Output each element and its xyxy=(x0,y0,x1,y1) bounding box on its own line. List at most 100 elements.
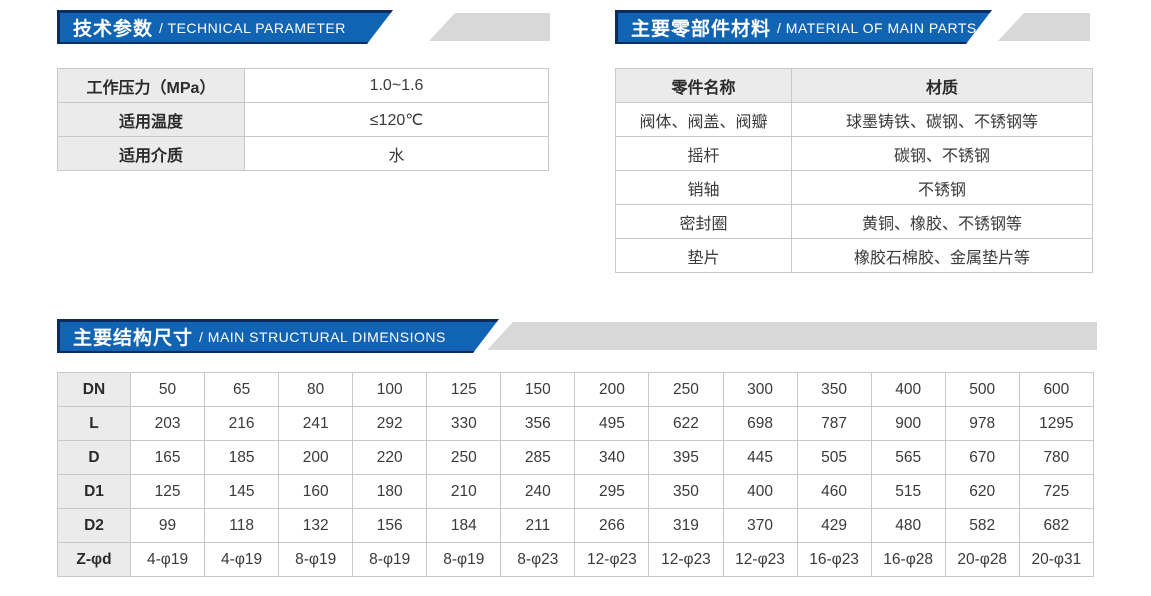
main-parts-material-banner: 主要零部件材料 / MATERIAL OF MAIN PARTS xyxy=(615,10,1090,44)
dimension-value-cell: 330 xyxy=(426,406,502,441)
dimension-row-label: D1 xyxy=(57,474,131,509)
dimension-value-cell: 241 xyxy=(278,406,354,441)
technical-table-body: 工作压力（MPa） 1.0~1.6 适用温度 ≤120℃ 适用介质水 xyxy=(57,68,549,171)
parameter-value: 水 xyxy=(244,136,549,171)
table-row: 销轴 不锈钢 xyxy=(615,170,1093,205)
material-cell: 碳钢、不锈钢 xyxy=(791,136,1093,171)
dimension-value-cell: 250 xyxy=(648,372,724,407)
dimension-value-cell: 600 xyxy=(1018,372,1095,407)
dimension-value-cell: 356 xyxy=(500,406,576,441)
dimension-row-label: DN xyxy=(57,372,131,407)
dimension-value-cell: 20-φ28 xyxy=(944,542,1020,577)
parameter-label: 适用介质 xyxy=(57,136,245,171)
dimension-row-label: D xyxy=(57,440,131,475)
dimension-value-cell: 480 xyxy=(870,508,946,543)
column-header-part-name: 零件名称 xyxy=(615,68,792,103)
dimension-value-cell: 300 xyxy=(722,372,798,407)
dimension-value-cell: 350 xyxy=(648,474,724,509)
technical-parameter-table: 工作压力（MPa） 1.0~1.6 适用温度 ≤120℃ 适用介质水 xyxy=(57,68,549,171)
table-header-row: 零件名称 材质 xyxy=(615,68,1093,103)
dimension-row-label: D2 xyxy=(57,508,131,543)
table-row: D1 125 145 160 180 210 240 295 350 400 460 515 620 72… xyxy=(57,474,1095,509)
dimension-value-cell: 400 xyxy=(722,474,798,509)
dimension-value-cell: 682 xyxy=(1018,508,1095,543)
part-name-cell: 密封圈 xyxy=(615,204,792,239)
dimension-value-cell: 220 xyxy=(352,440,428,475)
dimension-value-cell: 250 xyxy=(426,440,502,475)
dimension-value-cell: 210 xyxy=(426,474,502,509)
banner-gray-stripe xyxy=(998,13,1090,41)
parameter-value: 1.0~1.6 xyxy=(244,68,549,103)
dimension-value-cell: 8-φ19 xyxy=(278,542,354,577)
dimension-value-cell: 622 xyxy=(648,406,724,441)
dimension-value-cell: 16-φ23 xyxy=(796,542,872,577)
banner-title-en: / MAIN STRUCTURAL DIMENSIONS xyxy=(199,328,446,345)
dimension-value-cell: 216 xyxy=(204,406,280,441)
dimension-value-cell: 145 xyxy=(204,474,280,509)
dimension-value-cell: 900 xyxy=(870,406,946,441)
dimension-value-cell: 200 xyxy=(278,440,354,475)
dimension-value-cell: 340 xyxy=(574,440,650,475)
dimension-value-cell: 125 xyxy=(129,474,206,509)
dimension-value-cell: 787 xyxy=(796,406,872,441)
dimension-value-cell: 670 xyxy=(944,440,1020,475)
banner-blue-ribbon: 主要结构尺寸 / MAIN STRUCTURAL DIMENSIONS xyxy=(57,319,499,353)
part-name-cell: 摇杆 xyxy=(615,136,792,171)
dimension-value-cell: 395 xyxy=(648,440,724,475)
dimension-value-cell: 20-φ31 xyxy=(1018,542,1095,577)
table-row: 摇杆 碳钢、不锈钢 xyxy=(615,136,1093,171)
banner-title-en: / MATERIAL OF MAIN PARTS xyxy=(777,19,977,36)
dimension-value-cell: 295 xyxy=(574,474,650,509)
table-row: L 203 216 241 292 330 356 495 622 698 787 900 978 129… xyxy=(57,406,1095,441)
dimension-value-cell: 100 xyxy=(352,372,428,407)
banner-title-zh: 主要零部件材料 xyxy=(631,19,772,40)
dimension-value-cell: 185 xyxy=(204,440,280,475)
banner-blue-ribbon: 技术参数 / TECHNICAL PARAMETER xyxy=(57,10,393,44)
dimension-value-cell: 65 xyxy=(204,372,280,407)
dimension-value-cell: 978 xyxy=(944,406,1020,441)
part-name-cell: 垫片 xyxy=(615,238,792,273)
dimension-value-cell: 500 xyxy=(944,372,1020,407)
dimension-value-cell: 12-φ23 xyxy=(574,542,650,577)
dimension-value-cell: 292 xyxy=(352,406,428,441)
dimension-value-cell: 780 xyxy=(1018,440,1095,475)
table-row: 工作压力（MPa） 1.0~1.6 xyxy=(57,68,549,103)
banner-title-en: / TECHNICAL PARAMETER xyxy=(159,19,346,36)
part-name-cell: 阀体、阀盖、阀瓣 xyxy=(615,102,792,137)
dimension-value-cell: 80 xyxy=(278,372,354,407)
column-header-material: 材质 xyxy=(791,68,1093,103)
parameter-value: ≤120℃ xyxy=(244,102,549,137)
dimension-value-cell: 132 xyxy=(278,508,354,543)
dimension-row-label: L xyxy=(57,406,131,441)
dimension-value-cell: 725 xyxy=(1018,474,1095,509)
dimension-value-cell: 118 xyxy=(204,508,280,543)
table-row: 适用介质水 xyxy=(57,136,549,171)
dimension-value-cell: 184 xyxy=(426,508,502,543)
dimension-value-cell: 211 xyxy=(500,508,576,543)
dimension-value-cell: 16-φ28 xyxy=(870,542,946,577)
table-row: Z-φd 4-φ19 4-φ19 8-φ19 8-φ19 8-φ19 8-φ23 12-φ23… xyxy=(57,542,1095,577)
technical-parameter-banner: 技术参数 / TECHNICAL PARAMETER xyxy=(57,10,550,44)
dimension-value-cell: 156 xyxy=(352,508,428,543)
dimension-value-cell: 165 xyxy=(129,440,206,475)
main-parts-material-table: 零件名称 材质 阀体、阀盖、阀瓣 球墨铸铁、碳钢、不锈钢等 摇杆 碳钢、不锈钢 销轴 不锈… xyxy=(615,68,1093,273)
materials-table-body: 阀体、阀盖、阀瓣 球墨铸铁、碳钢、不锈钢等 摇杆 碳钢、不锈钢 销轴 不锈钢 密封圈 黄铜、橡… xyxy=(615,102,1093,273)
table-row: D2 99 118 132 156 184 211 266 319 370 429 480 582 682 xyxy=(57,508,1095,543)
dimension-value-cell: 50 xyxy=(129,372,206,407)
banner-gray-stripe xyxy=(429,13,550,41)
dimension-value-cell: 240 xyxy=(500,474,576,509)
dimension-value-cell: 1295 xyxy=(1018,406,1095,441)
dimension-value-cell: 370 xyxy=(722,508,798,543)
table-row: D 165 185 200 220 250 285 340 395 445 505 565 670 780 xyxy=(57,440,1095,475)
dimension-value-cell: 620 xyxy=(944,474,1020,509)
banner-title-zh: 主要结构尺寸 xyxy=(73,328,194,349)
dimension-value-cell: 8-φ19 xyxy=(352,542,428,577)
banner-blue-ribbon: 主要零部件材料 / MATERIAL OF MAIN PARTS xyxy=(615,10,992,44)
dimension-value-cell: 125 xyxy=(426,372,502,407)
structural-dimensions-table: DN 50 65 80 100 125 150 200 250 300 350 400 500 600 L 2… xyxy=(57,372,1095,577)
dimension-value-cell: 8-φ19 xyxy=(426,542,502,577)
banner-title-zh: 技术参数 xyxy=(73,19,154,40)
dimension-value-cell: 285 xyxy=(500,440,576,475)
table-row: 适用温度 ≤120℃ xyxy=(57,102,549,137)
table-row: 阀体、阀盖、阀瓣 球墨铸铁、碳钢、不锈钢等 xyxy=(615,102,1093,137)
